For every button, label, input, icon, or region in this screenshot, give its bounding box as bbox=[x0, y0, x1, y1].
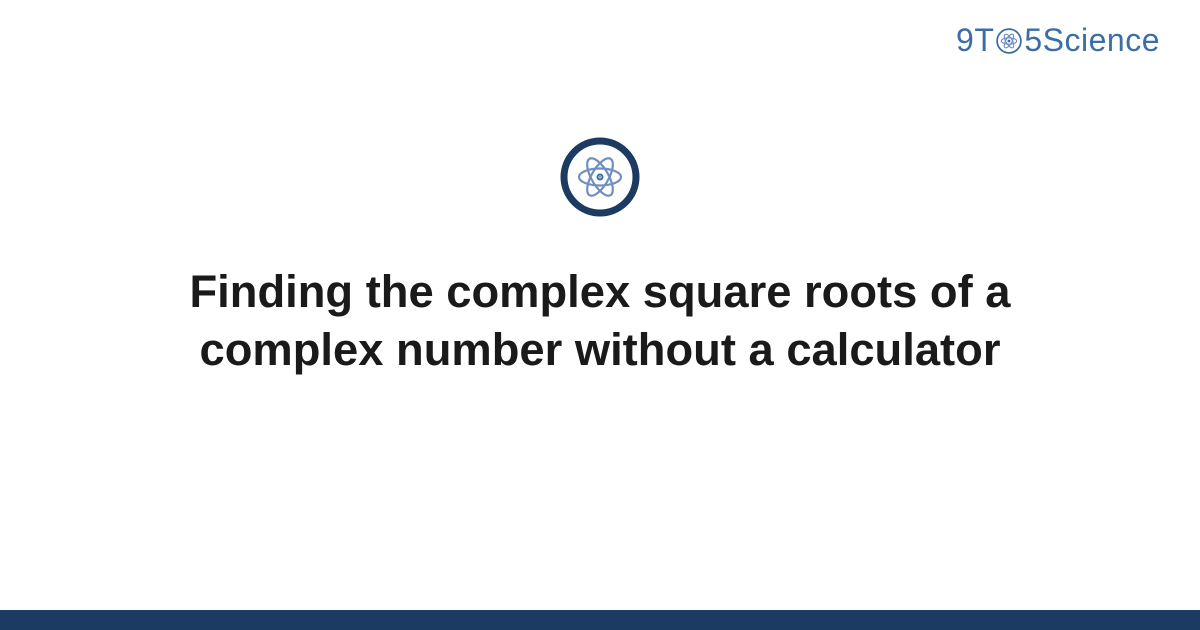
atom-icon bbox=[558, 135, 642, 219]
hero-block: Finding the complex square roots of a co… bbox=[0, 135, 1200, 379]
brand-text-post: 5Science bbox=[1024, 22, 1160, 59]
footer-bar bbox=[0, 610, 1200, 630]
hero-badge bbox=[558, 135, 642, 219]
atom-icon bbox=[995, 27, 1023, 55]
page-title: Finding the complex square roots of a co… bbox=[130, 263, 1070, 379]
brand-logo: 9T 5Science bbox=[956, 22, 1160, 59]
brand-text-pre: 9T bbox=[956, 22, 994, 59]
